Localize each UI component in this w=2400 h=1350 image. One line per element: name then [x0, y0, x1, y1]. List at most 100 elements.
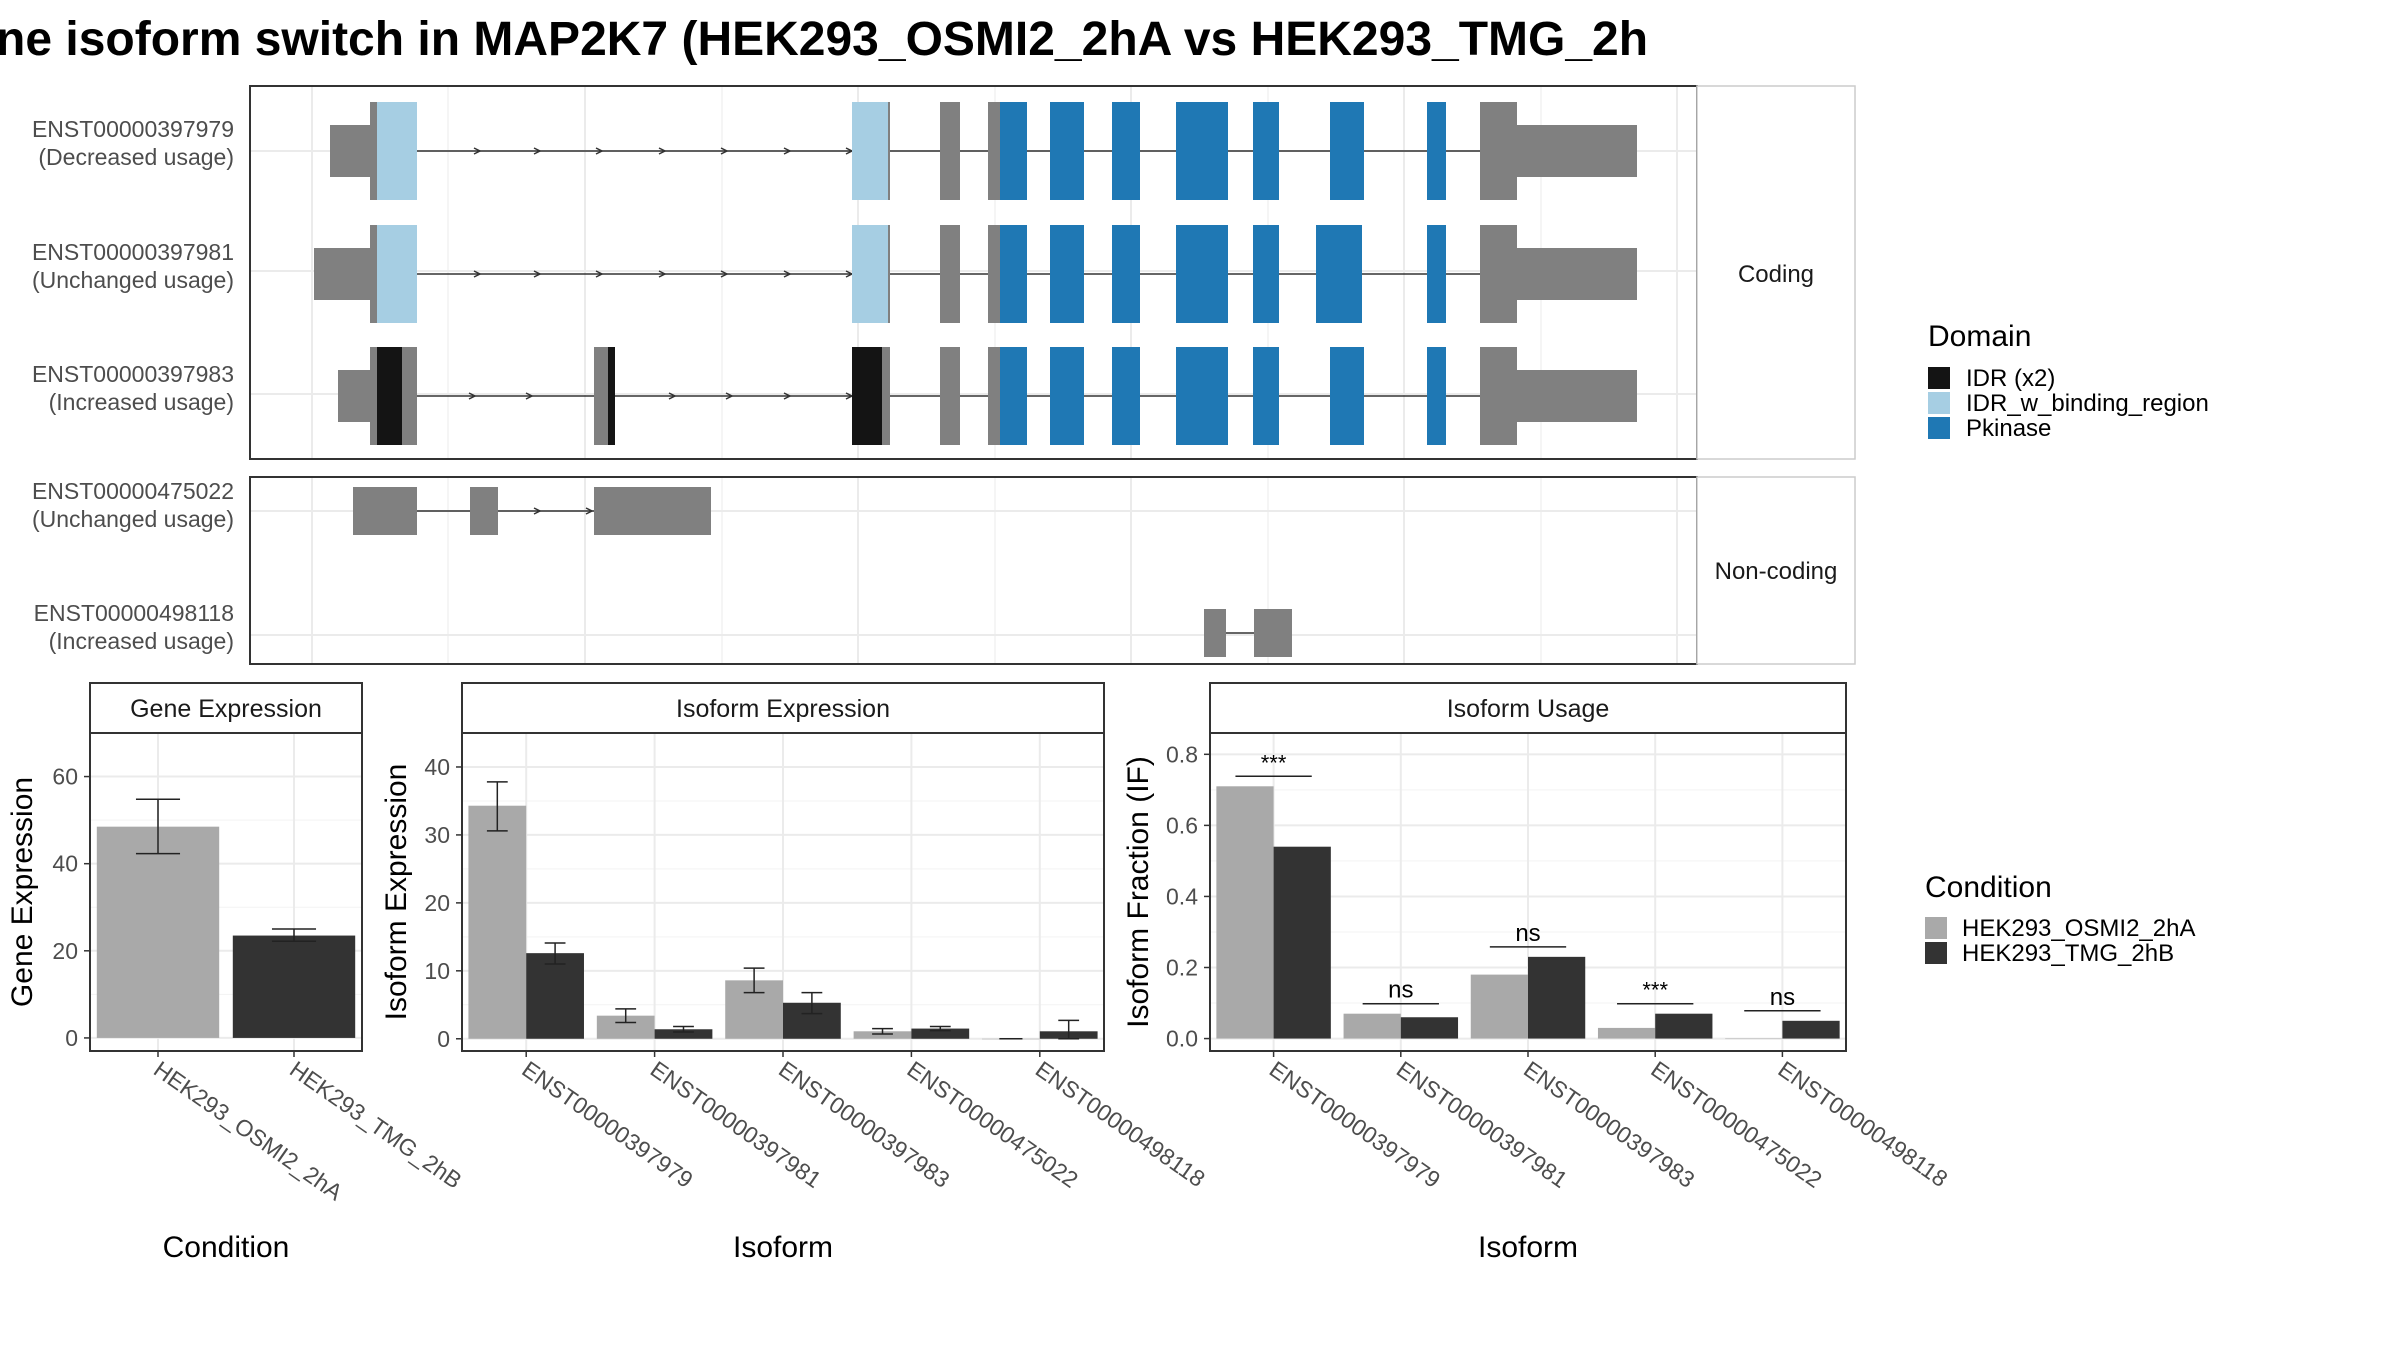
bar [1782, 1020, 1840, 1039]
transcript-structures: ENST00000397979(Decreased usage) ENST0000… [32, 87, 1696, 663]
noncoding-strip [1696, 476, 1856, 665]
exon-block [1112, 347, 1140, 445]
transcript-id-label: ENST00000475022 [32, 478, 234, 504]
domain-legend-label: IDR_w_binding_region [1966, 390, 2209, 417]
exon-block [370, 347, 377, 445]
bar [1343, 1013, 1401, 1039]
y-axis-title: Gene Expression [6, 777, 39, 1007]
exon-block [1490, 102, 1517, 200]
y-tick-label: 0.8 [1166, 741, 1198, 767]
exon-block [1330, 347, 1364, 445]
intron-arrow [668, 392, 677, 400]
exon-block [888, 225, 890, 323]
noncoding-strip-label: Non-coding [1715, 558, 1838, 585]
utr-block [314, 248, 370, 300]
exon-block [1050, 102, 1084, 200]
significance-label: ns [1770, 984, 1795, 1011]
y-tick-label: 20 [52, 938, 78, 964]
exon-block [402, 347, 417, 445]
y-tick-label: 30 [424, 822, 450, 848]
condition-legend-label: HEK293_TMG_2hB [1962, 940, 2174, 967]
intron-arrow [658, 270, 667, 278]
bar [853, 1031, 912, 1039]
bar [468, 805, 527, 1039]
intron-arrow [783, 147, 792, 155]
intron-arrow [658, 147, 667, 155]
transcript-id-label: ENST00000498118 [34, 600, 234, 626]
exon-block [1490, 225, 1517, 323]
exon-block [882, 347, 890, 445]
intron-arrow [720, 147, 729, 155]
transcript-usage-label: (Unchanged usage) [32, 267, 234, 293]
transcript-usage-label: (Increased usage) [49, 628, 234, 654]
chart-title-strip [461, 682, 1105, 734]
exon-block [1112, 225, 1140, 323]
exon-block [1204, 609, 1226, 657]
exon-block [377, 102, 417, 200]
intron-arrow [533, 147, 542, 155]
exon-block [594, 487, 711, 535]
significance-label: ns [1515, 920, 1540, 947]
transcript-usage-label: (Increased usage) [49, 389, 234, 415]
transcript-id-label: ENST00000397979 [32, 116, 234, 142]
chart-title-strip [89, 682, 363, 734]
intron-arrow [468, 392, 477, 400]
utr-block [1517, 248, 1637, 300]
y-tick-label: 0 [65, 1025, 78, 1051]
bar [911, 1028, 970, 1039]
exon-block [594, 347, 608, 445]
bar [526, 953, 584, 1039]
intron-arrow [473, 270, 482, 278]
transcript-usage-label: (Unchanged usage) [32, 506, 234, 532]
y-tick-label: 40 [424, 754, 450, 780]
exon-block [1050, 347, 1084, 445]
exon-block [1253, 225, 1279, 323]
bar [1655, 1013, 1713, 1039]
significance-label: ns [1388, 977, 1413, 1004]
intron-arrow [720, 270, 729, 278]
exon-block [1316, 225, 1362, 323]
exon-block [1330, 102, 1364, 200]
intron-arrow [585, 507, 594, 515]
y-tick-label: 0.2 [1166, 955, 1198, 981]
exon-block [1427, 347, 1446, 445]
domain-legend-title: Domain [1928, 320, 2031, 353]
transcript-id-label: ENST00000397983 [32, 361, 234, 387]
y-tick-label: 60 [52, 764, 78, 790]
plot-border [89, 732, 363, 1052]
domain-legend-swatch [1928, 417, 1950, 439]
chart-title: Gene Expression [130, 695, 322, 723]
domain-legend-swatch [1928, 392, 1950, 414]
bar [1273, 846, 1331, 1039]
exon-block [940, 225, 960, 323]
intron-arrow [473, 147, 482, 155]
exon-block [988, 225, 1000, 323]
utr-block [1517, 125, 1637, 177]
condition-legend-swatch [1925, 917, 1947, 939]
bar [596, 1015, 655, 1039]
exon-block [1480, 347, 1490, 445]
coding-panel [249, 85, 1698, 460]
exon-block [940, 347, 960, 445]
exon-block [470, 487, 498, 535]
y-tick-label: 0.6 [1166, 812, 1198, 838]
bar [232, 935, 356, 1038]
exon-block [1050, 225, 1084, 323]
exon-block [370, 225, 377, 323]
intron-arrow [525, 392, 534, 400]
exon-block [940, 102, 960, 200]
utr-block [330, 125, 370, 177]
intron-arrow [725, 392, 734, 400]
exon-block [1427, 225, 1446, 323]
exon-block [377, 225, 417, 323]
main-title: ne isoform switch in MAP2K7 (HEK293_OSMI… [0, 13, 1648, 66]
exon-block [1490, 347, 1517, 445]
intron-arrow [783, 392, 792, 400]
bar [654, 1029, 713, 1039]
bar [1470, 974, 1528, 1039]
isoform-usage-chart: Isoform Usage *** ns ns *** ns 0.0 0.2 0.4 0.6 0.8… [1122, 682, 1953, 1264]
significance-label: *** [1261, 750, 1287, 775]
